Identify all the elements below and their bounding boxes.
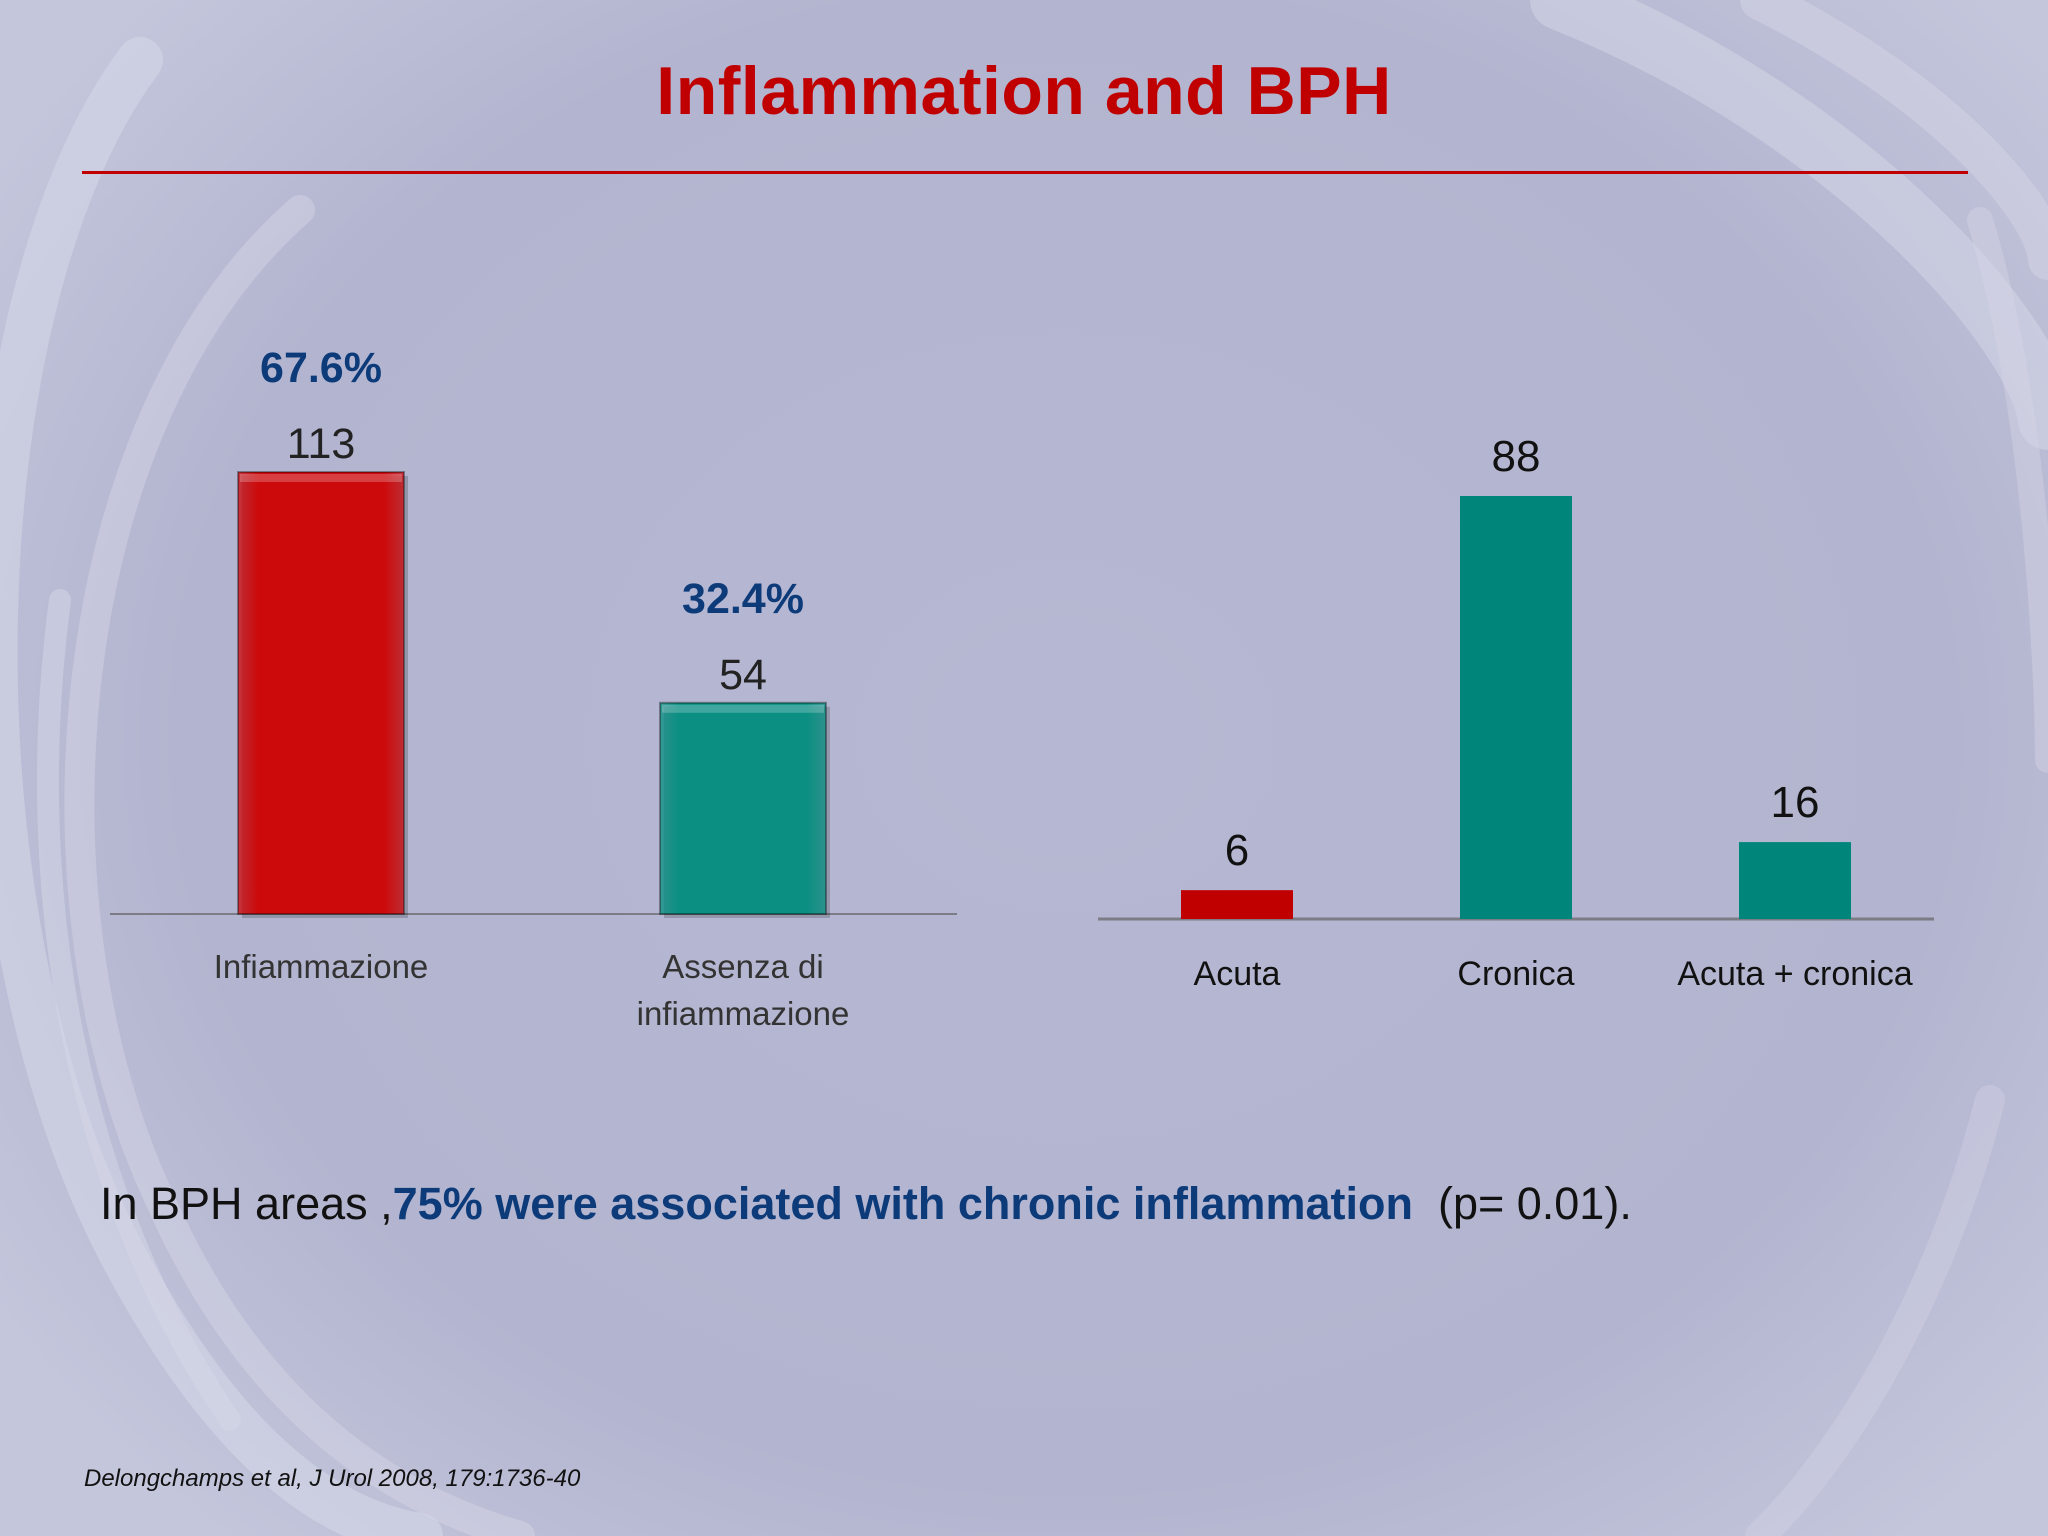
data-label: 16 [1771, 778, 1820, 827]
tick-label: Infiammazione [214, 948, 429, 985]
conclusion-statement: In BPH areas ,75% were associated with c… [100, 1178, 1632, 1230]
tick-label: Assenza di [662, 948, 823, 985]
statement-suffix: (p= 0.01). [1412, 1178, 1632, 1229]
citation: Delongchamps et al, J Urol 2008, 179:173… [84, 1465, 581, 1492]
bar-acuta [1181, 890, 1293, 919]
percent-label: 32.4% [682, 575, 804, 623]
statement-emphasis: 75% were associated with chronic inflamm… [392, 1178, 1413, 1229]
bar-assenza-di-infiammazione [659, 701, 827, 915]
statement-prefix: In BPH areas , [100, 1178, 393, 1229]
title-divider [82, 171, 1968, 174]
data-label: 88 [1492, 432, 1541, 481]
tick-label: Acuta [1194, 955, 1281, 993]
slide-title: Inflammation and BPH [656, 53, 1392, 129]
bar-infiammazione [237, 471, 405, 915]
tick-label: Cronica [1457, 955, 1574, 993]
data-label: 113 [287, 420, 356, 468]
bar-cronica [1460, 496, 1572, 919]
bar-highlight [240, 474, 402, 482]
data-label: 6 [1225, 826, 1249, 875]
tick-label: Acuta + cronica [1677, 955, 1912, 993]
data-label: 54 [719, 651, 767, 699]
percent-label: 67.6% [260, 344, 382, 392]
bar-acuta-cronica [1739, 842, 1851, 919]
tick-label: infiammazione [637, 995, 850, 1032]
bar-highlight [662, 704, 824, 713]
